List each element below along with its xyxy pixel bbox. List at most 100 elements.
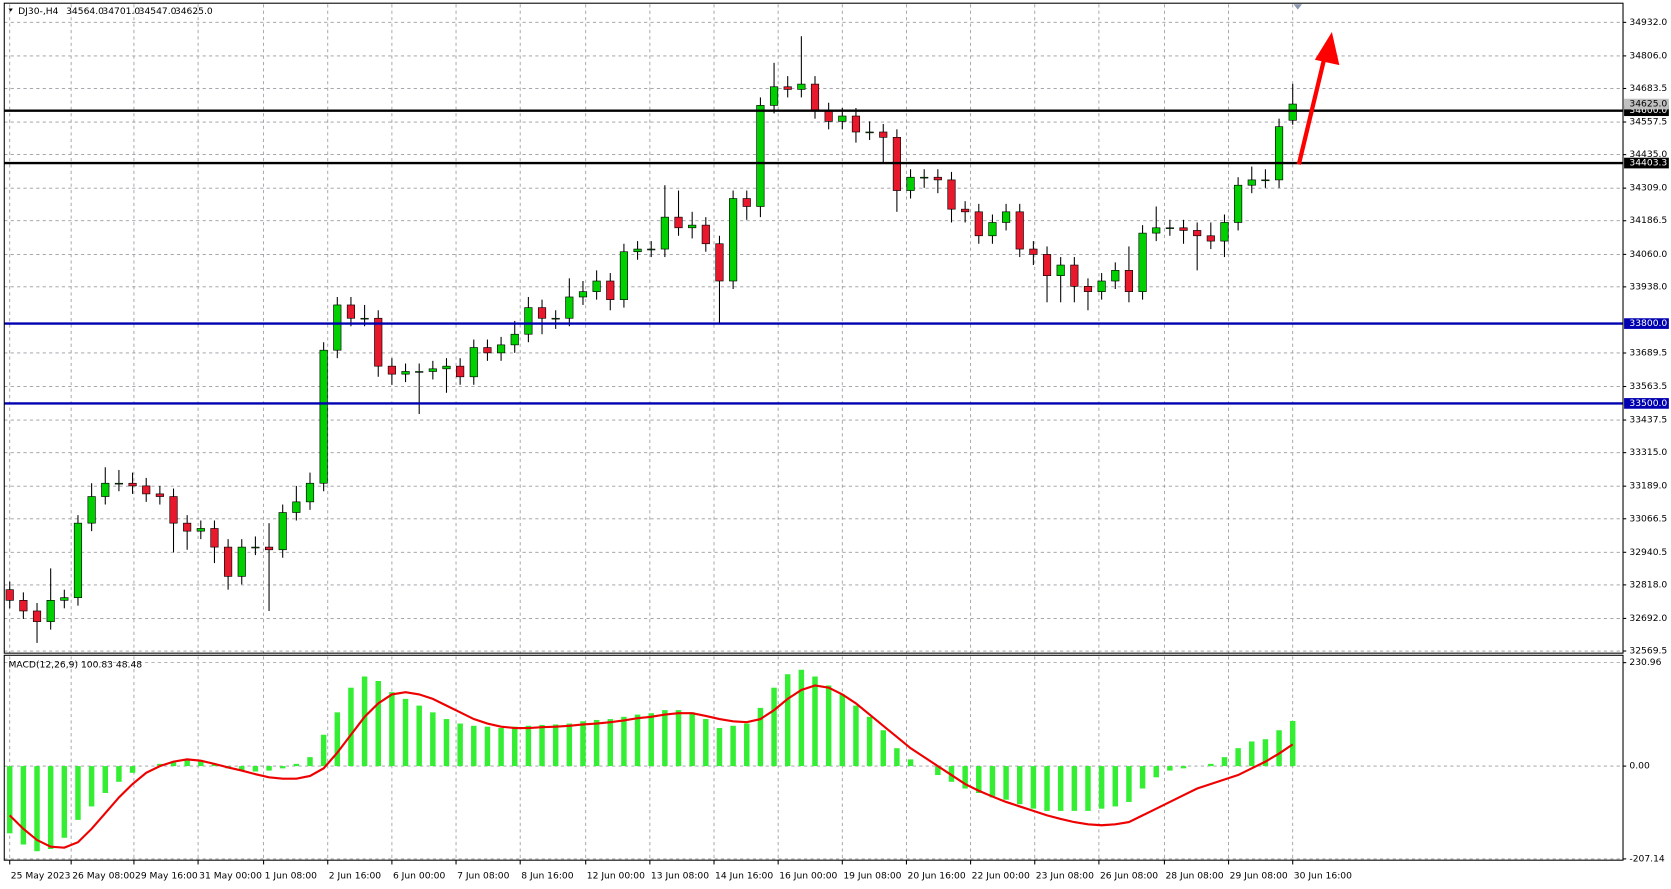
candle-body (510, 333, 519, 346)
candle-body (1111, 270, 1120, 282)
candle-body (19, 600, 28, 612)
candle-body (224, 546, 233, 577)
menu-triangle[interactable] (8, 8, 13, 12)
candle-body (1179, 227, 1188, 231)
candle-body (920, 176, 929, 179)
candle-body (701, 224, 710, 245)
candle-body (879, 131, 888, 138)
x-tick-label: 13 Jun 08:00 (651, 871, 709, 882)
x-tick-label: 23 Jun 08:00 (1036, 871, 1094, 882)
x-tick-label: 6 Jun 00:00 (393, 871, 445, 882)
x-tick-label: 2 Jun 16:00 (329, 871, 381, 882)
macd-bar (116, 766, 122, 782)
candle-body (947, 179, 956, 210)
y-tick-label: 34557.5 (1629, 117, 1667, 128)
x-tick-label: 16 Jun 00:00 (779, 871, 837, 882)
macd-bar (1112, 766, 1119, 807)
macd-bar (784, 674, 791, 767)
macd-bar (334, 712, 341, 767)
price-panel-frame (3, 2, 1624, 654)
candle-body (1274, 126, 1284, 181)
macd-bar (184, 759, 190, 767)
candle-body (60, 597, 69, 601)
header-value: 34701.0 (102, 6, 140, 17)
macd-bar (593, 719, 600, 767)
candle-body (183, 522, 192, 532)
candle-body (1083, 286, 1093, 292)
macd-bar (389, 692, 395, 767)
macd-bar (348, 687, 354, 767)
macd-bar (607, 719, 614, 767)
current-price-label: 34625.0 (1629, 99, 1667, 110)
x-tick-label: 26 Jun 08:00 (1100, 871, 1158, 882)
macd-bar (539, 724, 545, 767)
candle-body (961, 208, 970, 213)
candle-body (1070, 264, 1079, 287)
macd-bar (1126, 766, 1132, 802)
macd-bar (457, 723, 463, 767)
candle-body (906, 176, 915, 191)
macd-bar (1153, 766, 1159, 778)
macd-bar (566, 723, 573, 767)
candle-body (1138, 232, 1147, 292)
header-value: 34547.0 (139, 6, 177, 17)
macd-bar (75, 766, 81, 820)
candle-body (810, 83, 820, 112)
macd-bar (279, 766, 286, 769)
macd-bar (1289, 720, 1296, 767)
macd-bar (1057, 766, 1064, 811)
macd-bar (402, 698, 409, 767)
candle-body (756, 105, 765, 207)
candle-body (838, 115, 847, 122)
y-tick-label: 32940.5 (1629, 547, 1667, 558)
candle-body (360, 317, 369, 320)
macd-bar (812, 676, 818, 767)
header-value: 34625.0 (175, 6, 213, 17)
y-tick-label: 34932.0 (1629, 17, 1667, 28)
y-tick-label: 34060.0 (1629, 249, 1667, 260)
candle-body (606, 280, 615, 300)
macd-bar (1098, 766, 1105, 809)
candle-body (1261, 179, 1270, 182)
macd-bar (1221, 757, 1228, 767)
candle-body (1220, 222, 1229, 242)
macd-bar (129, 766, 136, 773)
macd-bar (34, 766, 40, 852)
candle-body (319, 349, 328, 484)
candle-body (87, 496, 96, 524)
candle-body (592, 280, 601, 292)
macd-bar (1249, 741, 1255, 767)
candle-body (428, 368, 437, 372)
candle-body (210, 528, 219, 548)
macd-bar (361, 676, 368, 767)
candle-body (1029, 248, 1038, 255)
y-tick-label: 33189.0 (1629, 481, 1667, 492)
macd-bar (689, 712, 695, 767)
y-tick-label: -207.14 (1629, 853, 1665, 864)
x-tick-label: 28 Jun 08:00 (1165, 871, 1223, 882)
macd-bar (430, 712, 436, 767)
level-label-box (1624, 157, 1669, 169)
candle-body (633, 248, 642, 253)
macd-bar (757, 707, 764, 767)
y-tick-label: 230.96 (1629, 657, 1661, 668)
candle-body (128, 482, 137, 487)
x-tick-label: 30 Jun 16:00 (1294, 871, 1352, 882)
level-label-box (1624, 105, 1669, 117)
macd-bar (1180, 766, 1187, 769)
candle-body (333, 304, 342, 351)
macd-panel-frame (3, 654, 1624, 861)
candle-body (292, 501, 301, 513)
macd-bar (6, 766, 13, 834)
macd-bar (20, 766, 27, 845)
macd-bar (307, 757, 313, 767)
macd-bar (962, 766, 968, 789)
macd-bar (293, 763, 300, 767)
macd-bar (744, 723, 750, 767)
candle-body (114, 482, 123, 485)
macd-bar (498, 728, 504, 767)
candle-body (715, 243, 724, 282)
macd-bar (648, 713, 654, 767)
macd-title: MACD(12,26,9) 100.83 48.48 (9, 659, 143, 670)
